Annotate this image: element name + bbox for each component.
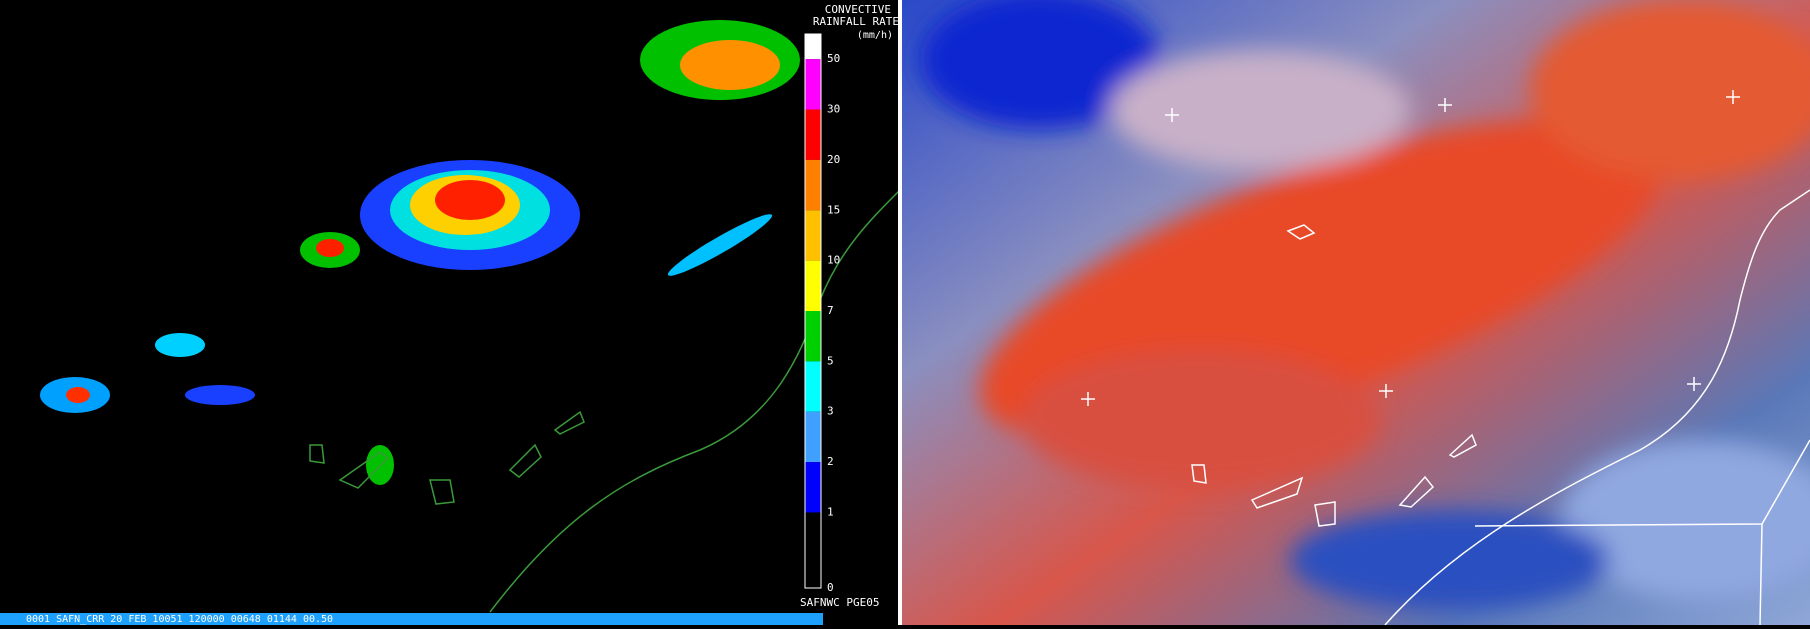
legend-swatch xyxy=(805,361,821,412)
legend-swatch xyxy=(805,260,821,311)
legend-label: 5 xyxy=(827,354,834,367)
radar-background xyxy=(0,0,902,625)
legend-title: CONVECTIVE xyxy=(825,3,891,16)
divider xyxy=(898,0,902,625)
legend-swatch xyxy=(805,210,821,261)
legend-label: 15 xyxy=(827,203,840,216)
legend-label: 50 xyxy=(827,52,840,65)
legend-title: RAINFALL RATE xyxy=(813,15,899,28)
legend-label: 1 xyxy=(827,505,834,518)
legend-swatch xyxy=(805,311,821,362)
legend-label: 30 xyxy=(827,103,840,116)
legend-footer: SAFNWC PGE05 xyxy=(800,596,879,609)
legend-unit: (mm/h) xyxy=(857,30,893,41)
legend-label: 10 xyxy=(827,254,840,267)
grid-crosses xyxy=(1081,90,1740,406)
legend-swatch xyxy=(805,59,821,110)
legend-label: 20 xyxy=(827,153,840,166)
legend-swatch xyxy=(805,109,821,160)
legend-swatch xyxy=(805,159,821,211)
legend-label: 0 xyxy=(827,581,834,594)
legend-label: 7 xyxy=(827,304,834,317)
status-bar xyxy=(0,613,823,625)
status-text: 0001 SAFN_CRR 20 FEB 10051 120000 00648 … xyxy=(26,614,333,625)
borders xyxy=(1191,189,1810,626)
legend-frame xyxy=(804,33,822,589)
legend-swatch xyxy=(805,462,821,513)
satellite-image xyxy=(902,0,1810,625)
legend-swatch xyxy=(805,34,821,60)
legend-swatch xyxy=(805,411,821,463)
legend-swatch xyxy=(805,512,821,588)
legend-label: 2 xyxy=(827,455,834,468)
legend-label: 3 xyxy=(827,405,834,418)
rain-cells xyxy=(40,20,800,485)
coastlines xyxy=(309,189,901,613)
